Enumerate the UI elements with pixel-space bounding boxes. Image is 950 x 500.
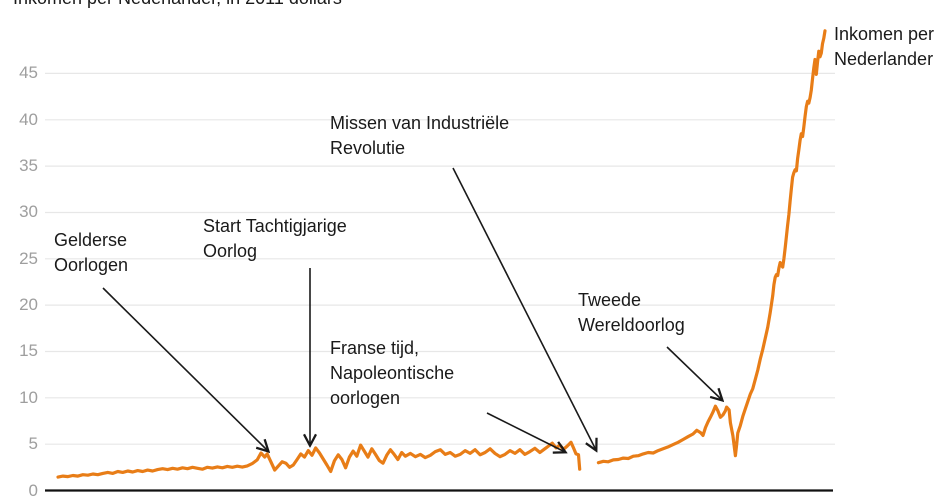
annotation-arrow-tweede-wereldoorlog [666,346,722,400]
series-end-label: Inkomen per Nederlander [834,24,935,69]
y-axis-tick-label: 0 [28,480,38,500]
y-axis-tick-label: 15 [19,341,38,361]
y-axis-tick-label: 40 [19,109,38,129]
annotation-arrow-missen-van-industriele-revolutie [452,167,596,450]
chart-title: Inkomen per Nederlander, in 2011 dollars [13,0,342,9]
y-axis-tick-label: 35 [19,156,38,176]
series-group [56,29,827,479]
annotation-gelderse-oorlogen: Gelderse Oorlogen [54,230,129,275]
y-axis-tick-label: 25 [19,248,38,268]
income-line-series [56,440,582,479]
income-line-series [596,29,827,465]
annotation-arrows-group [102,167,722,452]
y-axis-tick-label: 30 [19,202,38,222]
annotation-missen-van-industriele-revolutie: Missen van Industriële Revolutie [330,113,510,158]
annotation-franse-tijd-napoleontische-oorlogen: Franse tijd, Napoleontische oorlogen [330,338,455,408]
annotation-start-tachtigjarige-oorlog: Start Tachtigjarige Oorlog [203,216,347,261]
annotation-arrow-gelderse-oorlogen [102,287,268,451]
y-axis-tick-label: 5 [28,434,38,454]
y-axis-tick-label: 10 [19,387,38,407]
gridlines-group [45,72,835,492]
y-axis-tick-label: 20 [19,295,38,315]
y-axis-tick-label: 45 [19,63,38,83]
annotation-arrow-franse-tijd-napoleontische-oorlogen [486,412,565,452]
annotation-tweede-wereldoorlog: Tweede Wereldoorlog [578,290,685,335]
